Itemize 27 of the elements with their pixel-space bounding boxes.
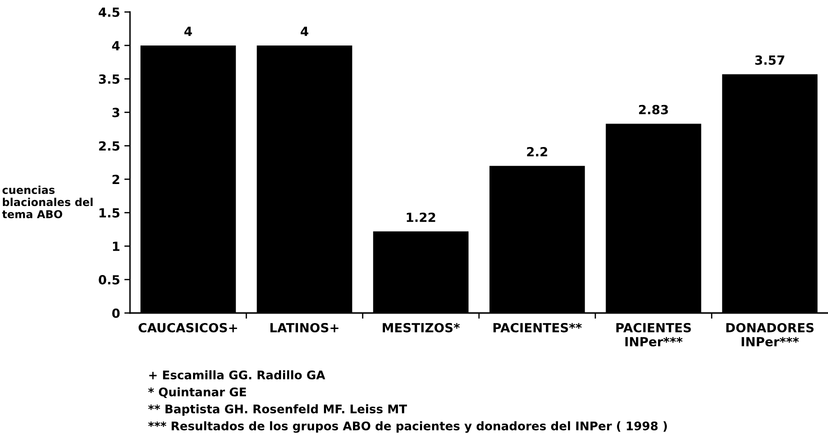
data-label: 1.22	[406, 212, 436, 222]
y-tick-label: 0.5	[98, 275, 120, 284]
data-label: 4	[184, 26, 192, 36]
data-label: 3.57	[755, 55, 784, 65]
y-tick-label: 4.5	[98, 8, 120, 17]
data-label: 2.83	[639, 104, 668, 114]
data-label: 4	[300, 26, 308, 36]
text: + Escamilla GG. Radillo GA	[149, 370, 326, 380]
x-tick-label: DONADORES INPer***	[726, 322, 814, 346]
y-tick-label: 0	[112, 308, 120, 318]
x-tick-label: PACIENTES INPer***	[616, 322, 691, 346]
x-tick-label: MESTIZOS*	[382, 322, 460, 332]
x-tick-label: LATINOS+	[270, 322, 338, 332]
text: ** Baptista GH. Rosenfeld MF. Leiss MT	[148, 404, 408, 416]
text: * Quintanar GE	[148, 387, 246, 398]
y-axis-title: cuencias blacionales del tema ABO	[2, 186, 93, 218]
y-tick-label: 4	[112, 41, 120, 50]
y-tick-label: 2	[112, 174, 120, 184]
x-tick-label: PACIENTES**	[493, 322, 582, 332]
data-label: 2.2	[527, 147, 548, 156]
text: *** Resultados de los grupos ABO de pacientes y donadores del INPer ( 1998 )	[148, 421, 667, 433]
y-tick-label: 1.5	[100, 208, 120, 218]
y-tick-label: 1	[112, 242, 120, 251]
y-tick-label: 3	[112, 108, 120, 118]
x-tick-label: CAUCASICOS+	[138, 322, 238, 332]
y-tick-label: 2.5	[99, 141, 120, 151]
y-tick-label: 3.5	[98, 74, 120, 84]
